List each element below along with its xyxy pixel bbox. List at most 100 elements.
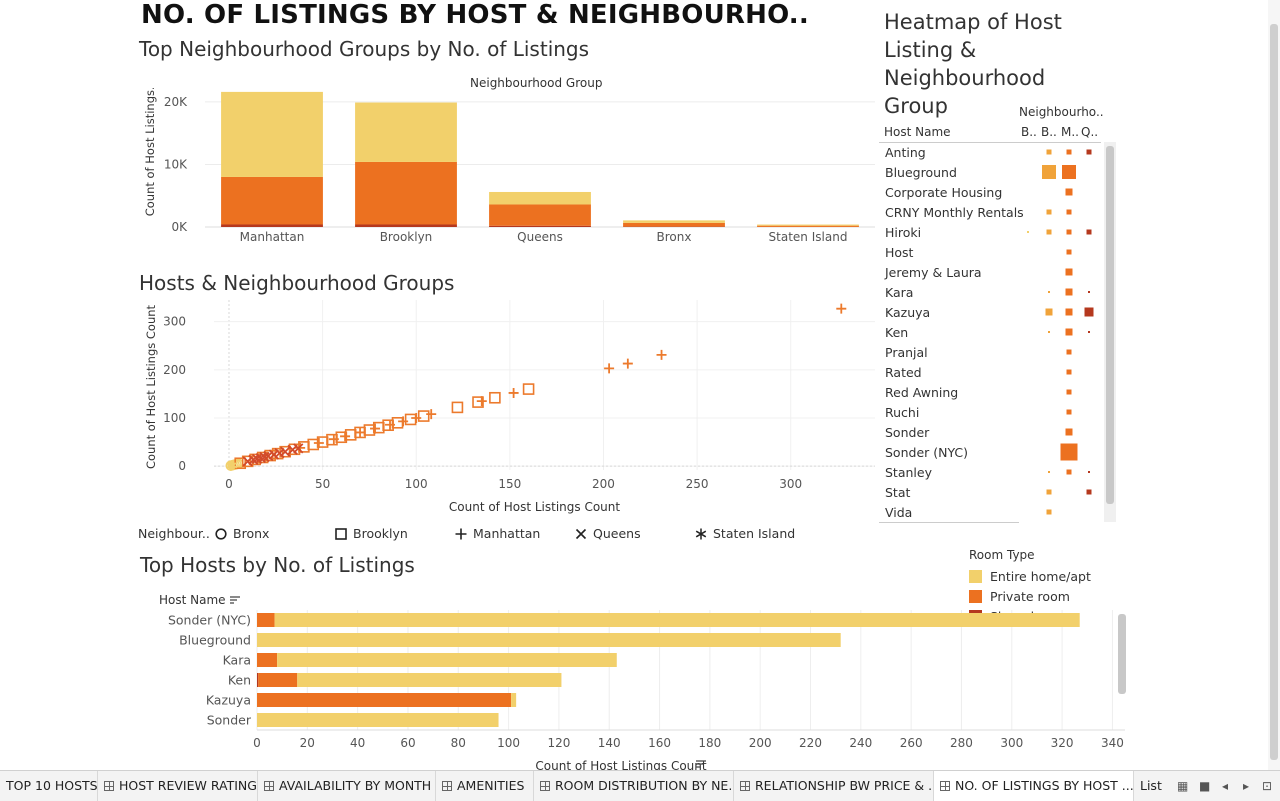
heatmap-cell — [1042, 165, 1056, 179]
hbar-x-tick-label: 60 — [400, 736, 415, 750]
heatmap-cell — [1067, 350, 1072, 355]
heatmap-cell — [1027, 231, 1029, 233]
tab-label: RELATIONSHIP BW PRICE & ... — [755, 778, 934, 793]
dashboard-icon — [264, 781, 274, 791]
bar-segment — [489, 226, 591, 227]
scatter-point-brooklyn — [490, 393, 500, 403]
heatmap-cell — [1067, 470, 1072, 475]
scatter-point-manhattan — [657, 350, 667, 360]
legend-item-entire-home[interactable]: Entire home/apt — [969, 566, 1099, 586]
page-scroll-thumb[interactable] — [1270, 24, 1278, 760]
heatmap-col-2: B.. — [1041, 125, 1057, 139]
heatmap-column-group-header: Neighbourho.. — [1019, 105, 1104, 119]
tab-room-distribution[interactable]: ROOM DISTRIBUTION BY NE... — [534, 771, 734, 801]
heatmap-scrollbar[interactable] — [1104, 142, 1116, 522]
hbar-category-label: Kara — [223, 653, 251, 668]
heatmap-cell — [1046, 309, 1053, 316]
legend-label-bronx: Bronx — [233, 526, 269, 541]
heatmap-cell — [1067, 250, 1072, 255]
hbar-segment — [275, 613, 1080, 627]
legend-item-queens[interactable]: Queens — [575, 526, 641, 541]
scatter-point-brooklyn — [364, 425, 374, 435]
present-mode-icon[interactable]: ⊡ — [1262, 779, 1272, 793]
scatter-point-brooklyn — [393, 418, 403, 428]
heatmap-cell — [1067, 150, 1072, 155]
circle-marker-icon — [215, 528, 227, 540]
heatmap-grid — [1019, 142, 1101, 524]
legend-item-bronx[interactable]: Bronx — [215, 526, 269, 541]
tab-list[interactable]: List — [1134, 771, 1170, 801]
heatmap-row-label: Anting — [885, 145, 926, 160]
heatmap-title-line: Listing & — [884, 36, 1114, 64]
dashboard-icon — [104, 781, 114, 791]
bar-y-tick-label: 0K — [171, 220, 188, 234]
heatmap-row-label: Blueground — [885, 165, 957, 180]
hbar-segment — [257, 653, 277, 667]
legend-item-staten-island[interactable]: Staten Island — [695, 526, 795, 541]
grid-view-icon[interactable]: ▦ — [1177, 779, 1188, 793]
scatter-x-tick-label: 150 — [498, 477, 521, 491]
tab-top-10-hosts[interactable]: TOP 10 HOSTS — [0, 771, 98, 801]
hbar-segment — [297, 673, 561, 687]
plus-marker-icon — [455, 528, 467, 540]
tab-label: AVAILABILITY BY MONTH — [279, 778, 431, 793]
scatter-point-brooklyn — [419, 411, 429, 421]
scatter-x-tick-label: 100 — [405, 477, 428, 491]
heatmap-cell — [1066, 289, 1073, 296]
hbar-x-tick-label: 100 — [497, 736, 520, 750]
hbar-x-tick-label: 240 — [849, 736, 872, 750]
heatmap-row-label: Stanley — [885, 465, 932, 480]
page-scrollbar[interactable] — [1268, 0, 1280, 770]
bar-segment — [221, 92, 323, 177]
hbar-category-label: Kazuya — [206, 693, 251, 708]
scatter-point-manhattan — [355, 427, 365, 437]
dashboard-icon — [442, 781, 452, 791]
square-marker-icon — [335, 528, 347, 540]
heatmap-row-header: Host Name — [884, 125, 951, 139]
heatmap-col-3: M.. — [1061, 125, 1079, 139]
hbar-chart-title: Top Hosts by No. of Listings — [140, 553, 415, 577]
tab-label: HOST REVIEW RATING — [119, 778, 257, 793]
legend-label-brooklyn: Brooklyn — [353, 526, 408, 541]
heatmap-cell — [1047, 210, 1052, 215]
hbar-x-tick-label: 0 — [253, 736, 261, 750]
legend-item-private-room[interactable]: Private room — [969, 586, 1099, 606]
hbar-scrollbar[interactable] — [1116, 610, 1128, 725]
hbar-segment — [257, 613, 275, 627]
hbar-x-tick-label: 20 — [300, 736, 315, 750]
tab-availability-by-month[interactable]: AVAILABILITY BY MONTH — [258, 771, 436, 801]
scatter-x-tick-label: 0 — [225, 477, 233, 491]
heatmap-cell — [1047, 490, 1052, 495]
heatmap-cell — [1066, 309, 1073, 316]
hbar-x-tick-label: 300 — [1000, 736, 1023, 750]
legend-item-brooklyn[interactable]: Brooklyn — [335, 526, 408, 541]
heatmap-row-label: Pranjal — [885, 345, 928, 360]
dashboard-icon — [540, 781, 550, 791]
heatmap-row-label: Hiroki — [885, 225, 921, 240]
scatter-x-axis-label: Count of Host Listings Count — [449, 500, 621, 514]
hbar-category-label: Sonder (NYC) — [168, 613, 251, 628]
hbar-x-tick-label: 180 — [698, 736, 721, 750]
heatmap-bottom-divider — [879, 522, 1019, 523]
filmstrip-view-icon[interactable]: ■ — [1199, 779, 1210, 793]
hbar-scroll-thumb[interactable] — [1118, 614, 1126, 694]
tab-amenities[interactable]: AMENITIES — [436, 771, 534, 801]
tab-host-review-rating[interactable]: HOST REVIEW RATING — [98, 771, 258, 801]
next-sheet-icon[interactable]: ▸ — [1243, 779, 1249, 793]
scatter-y-axis-label: Count of Host Listings Count — [144, 304, 158, 469]
entire-home-swatch — [969, 570, 982, 583]
sort-icon[interactable] — [230, 595, 240, 605]
tab-no-of-listings[interactable]: NO. OF LISTINGS BY HOST ... — [934, 771, 1134, 801]
heatmap-row-label: Corporate Housing — [885, 185, 1002, 200]
scatter-y-tick-label: 300 — [163, 315, 186, 329]
hbar-x-tick-label: 40 — [350, 736, 365, 750]
tab-relationship-price[interactable]: RELATIONSHIP BW PRICE & ... — [734, 771, 934, 801]
legend-item-manhattan[interactable]: Manhattan — [455, 526, 540, 541]
heatmap-row-label: Ken — [885, 325, 908, 340]
heatmap-scroll-thumb[interactable] — [1106, 146, 1114, 504]
tab-label: AMENITIES — [457, 778, 524, 793]
scatter-point-brooklyn — [308, 439, 318, 449]
previous-sheet-icon[interactable]: ◂ — [1222, 779, 1228, 793]
